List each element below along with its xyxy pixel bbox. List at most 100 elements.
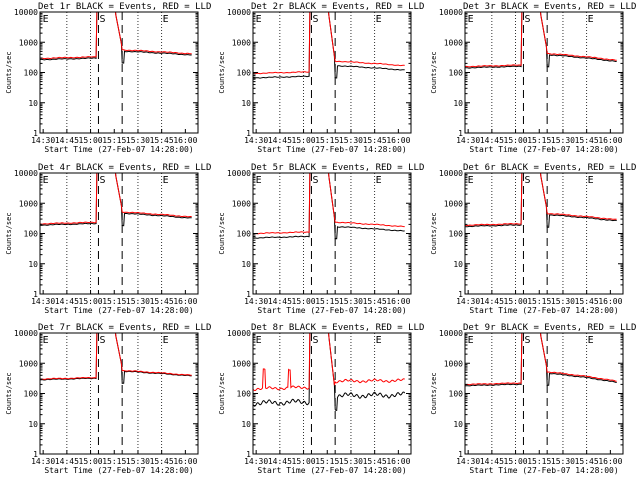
marker-label: E (376, 335, 382, 346)
series-group (465, 12, 617, 69)
panel-title: Det 8r BLACK = Events, RED = LLD (251, 323, 424, 333)
panel-det-8r: Det 8r BLACK = Events, RED = LLD E S E 1 10 10… (218, 323, 424, 475)
y-tick-label: 10 (28, 260, 38, 269)
series-lld-line (253, 333, 405, 391)
y-axis-label: Counts/sec (430, 51, 438, 93)
series-lld-line (253, 173, 405, 235)
y-tick-label: 10 (241, 260, 251, 269)
x-tick-label: 15:30 (126, 136, 150, 145)
series-lld-line (465, 12, 617, 68)
panel-title: Det 7r BLACK = Events, RED = LLD (38, 323, 211, 333)
x-tick-label: 16:00 (386, 457, 410, 466)
x-axis-label: Start Time (27-Feb-07 14:28:00) (257, 466, 406, 475)
series-group (465, 173, 617, 228)
x-tick-label: 16:00 (598, 457, 622, 466)
x-tick-label: 16:00 (173, 136, 197, 145)
x-tick-label: 15:30 (551, 136, 575, 145)
x-tick-label: 14:45 (268, 136, 292, 145)
y-tick-label: 10000 (14, 169, 38, 178)
y-axis-label: Counts/sec (218, 51, 226, 93)
x-tick-label: 14:30 (31, 136, 55, 145)
x-tick-label: 16:00 (386, 297, 410, 306)
y-tick-label: 10 (241, 420, 251, 429)
x-tick-label: 15:45 (150, 136, 174, 145)
y-tick-label: 10 (28, 99, 38, 108)
x-tick-label: 15:45 (150, 457, 174, 466)
y-tick-label: 10 (241, 99, 251, 108)
y-tick-label: 10 (453, 420, 463, 429)
series-group (40, 173, 192, 227)
x-tick-label: 15:00 (292, 457, 316, 466)
x-axis-label: Start Time (27-Feb-07 14:28:00) (469, 306, 618, 315)
y-tick-label: 100 (237, 390, 252, 399)
y-tick-label: 10 (28, 420, 38, 429)
x-tick-label: 15:45 (150, 297, 174, 306)
marker-label: S (99, 14, 105, 25)
x-tick-label: 15:45 (575, 297, 599, 306)
x-tick-label: 15:45 (575, 136, 599, 145)
x-tick-label: 15:15 (527, 136, 551, 145)
panel-title: Det 5r BLACK = Events, RED = LLD (251, 163, 424, 173)
x-tick-label: 15:00 (504, 297, 528, 306)
x-tick-label: 15:30 (126, 457, 150, 466)
y-axis-label: Counts/sec (5, 212, 13, 254)
panel-det-1r: Det 1r BLACK = Events, RED = LLD E S E 1 10 10… (5, 2, 211, 154)
x-tick-label: 14:30 (244, 297, 268, 306)
marker-label: E (163, 14, 169, 25)
y-tick-label: 1000 (232, 359, 251, 368)
y-tick-label: 10000 (14, 8, 38, 17)
x-tick-label: 15:00 (79, 457, 103, 466)
y-tick-label: 1 (246, 290, 251, 299)
marker-label: S (312, 175, 318, 186)
series-lld-line (253, 12, 405, 75)
y-tick-label: 10000 (439, 329, 463, 338)
x-tick-label: 15:00 (79, 297, 103, 306)
y-tick-label: 100 (237, 69, 252, 78)
x-tick-label: 15:30 (339, 136, 363, 145)
x-tick-label: 14:45 (480, 136, 504, 145)
panel-det-7r: Det 7r BLACK = Events, RED = LLD E S E 1 10 10… (5, 323, 211, 475)
series-group (253, 12, 405, 79)
plot-frame (464, 11, 624, 134)
panel-title: Det 3r BLACK = Events, RED = LLD (463, 2, 636, 12)
x-tick-label: 16:00 (173, 457, 197, 466)
y-tick-label: 1 (33, 129, 38, 138)
x-tick-label: 14:30 (31, 457, 55, 466)
y-tick-label: 1 (246, 450, 251, 459)
marker-label: E (376, 14, 382, 25)
series-group (40, 12, 192, 64)
marker-label: S (99, 175, 105, 186)
y-tick-label: 1000 (19, 359, 38, 368)
y-tick-label: 100 (24, 230, 39, 239)
marker-label: E (588, 335, 594, 346)
y-tick-label: 10000 (14, 329, 38, 338)
marker-label: E (468, 175, 474, 186)
x-tick-label: 16:00 (598, 297, 622, 306)
series-lld-line (40, 173, 192, 225)
y-tick-label: 100 (449, 69, 464, 78)
y-axis-label: Counts/sec (218, 212, 226, 254)
y-tick-label: 1000 (444, 359, 463, 368)
x-tick-label: 14:30 (244, 136, 268, 145)
panel-det-5r: Det 5r BLACK = Events, RED = LLD E S E 1 10 10… (218, 163, 424, 315)
marker-label: E (43, 14, 49, 25)
y-tick-label: 10 (453, 260, 463, 269)
x-tick-label: 15:00 (504, 457, 528, 466)
y-tick-label: 1000 (444, 38, 463, 47)
x-tick-label: 15:45 (363, 457, 387, 466)
x-tick-label: 15:45 (363, 136, 387, 145)
y-tick-label: 1000 (444, 199, 463, 208)
marker-label: E (588, 14, 594, 25)
panel-det-3r: Det 3r BLACK = Events, RED = LLD E S E 1 10 10… (430, 2, 636, 154)
y-axis-label: Counts/sec (5, 51, 13, 93)
x-tick-label: 14:30 (456, 136, 480, 145)
panel-det-2r: Det 2r BLACK = Events, RED = LLD E S E 1 10 10… (218, 2, 424, 154)
x-tick-label: 15:15 (315, 297, 339, 306)
y-tick-label: 1 (33, 290, 38, 299)
y-axis-label: Counts/sec (5, 372, 13, 414)
marker-label: S (524, 14, 530, 25)
x-axis-label: Start Time (27-Feb-07 14:28:00) (469, 145, 618, 154)
marker-label: E (468, 14, 474, 25)
marker-label: S (99, 335, 105, 346)
panel-title: Det 2r BLACK = Events, RED = LLD (251, 2, 424, 12)
